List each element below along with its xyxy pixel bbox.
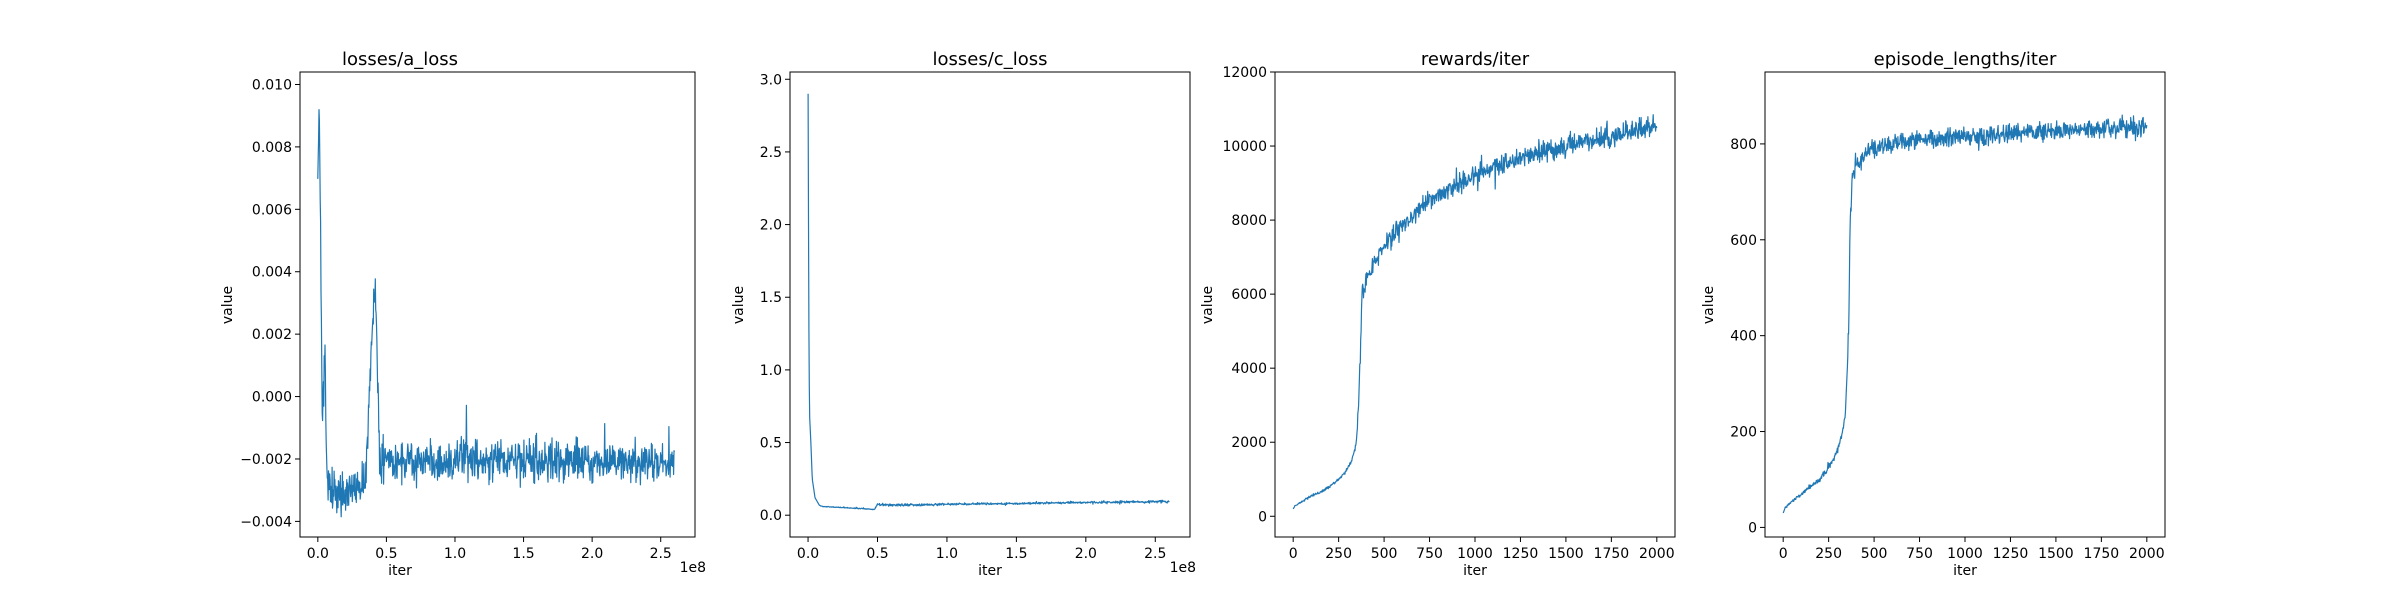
x-axis-label: iter [1953, 563, 1977, 579]
axes-frame [1764, 71, 2166, 538]
y-tick-label: −0.002 [240, 452, 292, 468]
y-tick-label: 2.0 [760, 218, 782, 234]
plot-1: 0.0 0.5 1.0 1.5 2.0 2.5 −0.004 −0.002 0.000 0.002… [240, 71, 696, 562]
x-tick-label: 1250 [1993, 546, 2029, 562]
y-tick-label: 600 [1730, 233, 1757, 249]
x-tick-label: 1.0 [444, 546, 466, 562]
panel-c-loss: losses/c_loss iter value 1e8 [731, 49, 1196, 579]
x-tick-label: 0.0 [307, 546, 329, 562]
plot-2: 0.0 0.5 1.0 1.5 2.0 2.5 0.0 0.5 1.0 1.5 2.0 2.5 3.0 [760, 71, 1191, 562]
x-tick-label: 750 [1416, 546, 1443, 562]
y-tick-label: 0.000 [252, 390, 292, 406]
x-tick-label: 1750 [2084, 546, 2120, 562]
y-axis-label: value [1701, 286, 1717, 324]
x-tick-label: 0.0 [797, 546, 819, 562]
x-tick-label: 2.0 [1075, 546, 1097, 562]
y-tick-label: 200 [1730, 425, 1757, 441]
plot-4: 0 250 500 750 1000 1250 1500 1750 2000 0 200 400 600… [1730, 71, 2166, 562]
y-tick-label: 3.0 [760, 72, 782, 88]
y-tick-label: 6000 [1231, 287, 1267, 303]
x-axis-label: iter [1463, 563, 1487, 579]
y-tick-label: 0.006 [252, 202, 292, 218]
y-tick-label: 400 [1730, 329, 1757, 345]
y-tick-label: 0 [1748, 520, 1757, 536]
x-tick-label: 0 [1289, 546, 1298, 562]
x-tick-label: 1.5 [1005, 546, 1027, 562]
plot-3: 0 250 500 750 1000 1250 1500 1750 2000 0 2000 4000 6… [1222, 65, 1676, 562]
y-tick-label: 10000 [1222, 139, 1267, 155]
panel-rewards: rewards/iter iter value [1200, 49, 1530, 579]
y-tick-label: 800 [1730, 137, 1757, 153]
y-tick-label: 12000 [1222, 65, 1267, 81]
y-tick-label: 0.002 [252, 327, 292, 343]
x-tick-label: 250 [1325, 546, 1352, 562]
series-line [317, 109, 675, 518]
y-tick-label: 1.5 [760, 290, 782, 306]
x-tick-label: 500 [1861, 546, 1888, 562]
x-tick-label: 1.0 [936, 546, 958, 562]
x-tick-label: 1000 [1947, 546, 1983, 562]
x-tick-label: 1000 [1457, 546, 1493, 562]
y-tick-label: 4000 [1231, 361, 1267, 377]
x-tick-label: 1500 [2038, 546, 2074, 562]
x-tick-label: 1250 [1503, 546, 1539, 562]
y-axis-label: value [220, 286, 236, 324]
x-tick-label: 750 [1906, 546, 1933, 562]
panel-title: episode_lengths/iter [1874, 49, 2057, 70]
series-line [1292, 114, 1658, 510]
x-tick-label: 1750 [1594, 546, 1630, 562]
panel-title: losses/c_loss [933, 49, 1048, 70]
x-axis-label: iter [388, 563, 412, 579]
chart-marks: 0.0 0.5 1.0 1.5 2.0 2.5−0.004−0.0020.0000.002… [240, 65, 2166, 562]
y-tick-label: 0 [1258, 509, 1267, 525]
x-tick-label: 1.5 [512, 546, 534, 562]
x-tick-label: 2.5 [1144, 546, 1166, 562]
x-tick-label: 2000 [2129, 546, 2165, 562]
y-axis-label: value [1200, 286, 1216, 324]
axes-frame [789, 71, 1191, 538]
y-tick-label: 0.004 [252, 265, 292, 281]
panel-episode-lengths: episode_lengths/iter iter value [1701, 49, 2057, 579]
y-tick-label: 0.5 [760, 436, 782, 452]
y-tick-label: 1.0 [760, 363, 782, 379]
x-tick-label: 2000 [1639, 546, 1675, 562]
x-tick-label: 0 [1779, 546, 1788, 562]
y-tick-label: 0.010 [252, 77, 292, 93]
axes-frame [299, 71, 696, 538]
x-offset-label: 1e8 [680, 560, 706, 576]
x-tick-label: 1500 [1548, 546, 1584, 562]
series-line [807, 93, 1170, 511]
y-tick-label: 8000 [1231, 213, 1267, 229]
panel-a-loss: losses/a_loss iter value 1e8 [220, 49, 706, 579]
x-tick-label: 500 [1371, 546, 1398, 562]
series-line [1782, 114, 2148, 514]
y-tick-label: 0.008 [252, 140, 292, 156]
panel-title: rewards/iter [1421, 49, 1530, 70]
x-tick-label: 0.5 [866, 546, 888, 562]
x-axis-label: iter [978, 563, 1002, 579]
panel-title: losses/a_loss [342, 49, 458, 70]
x-tick-label: 250 [1815, 546, 1842, 562]
x-tick-label: 2.0 [581, 546, 603, 562]
y-tick-label: −0.004 [240, 514, 292, 530]
x-tick-label: 0.5 [375, 546, 397, 562]
y-tick-label: 2000 [1231, 435, 1267, 451]
y-tick-label: 0.0 [760, 508, 782, 524]
x-tick-label: 2.5 [650, 546, 672, 562]
y-tick-label: 2.5 [760, 145, 782, 161]
x-offset-label: 1e8 [1170, 560, 1196, 576]
y-axis-label: value [731, 286, 747, 324]
